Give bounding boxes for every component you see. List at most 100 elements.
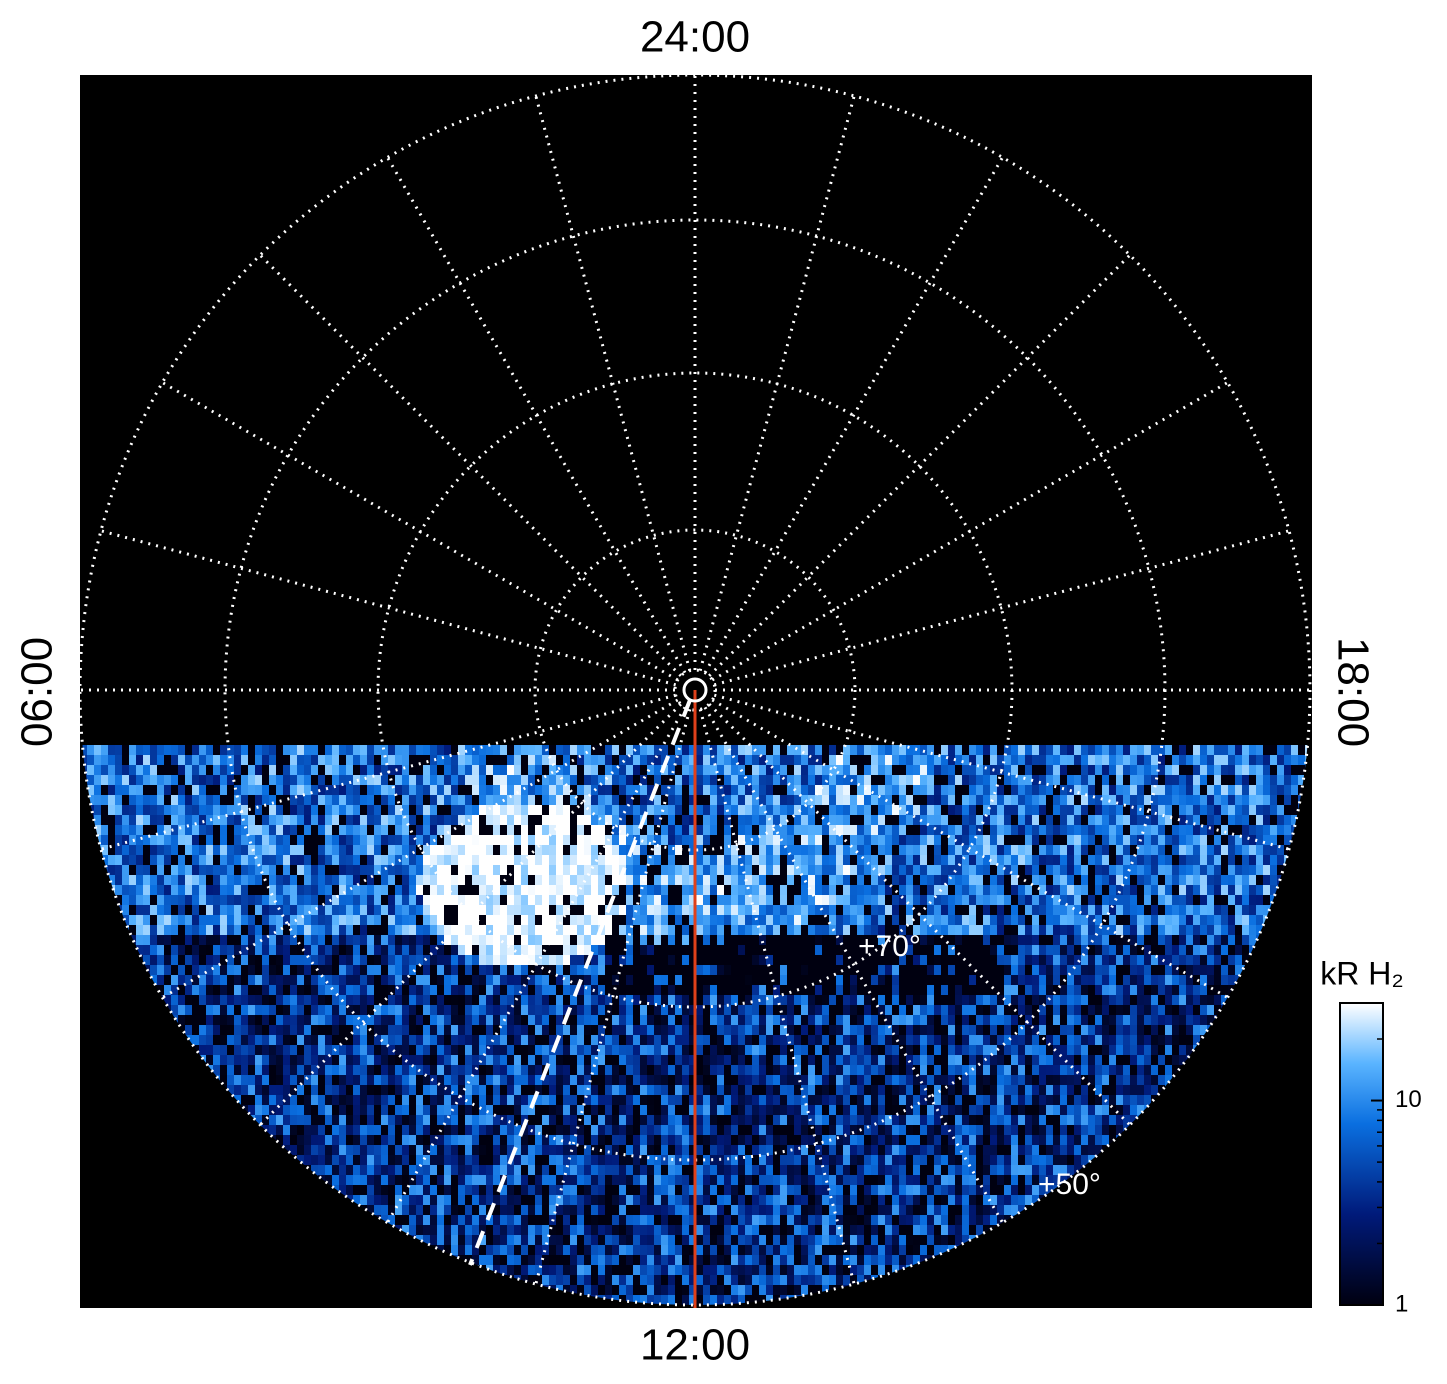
pixel bbox=[297, 975, 304, 985]
pixel bbox=[1200, 925, 1207, 939]
pixel bbox=[1004, 775, 1011, 789]
pixel bbox=[1137, 1035, 1144, 1045]
pixel bbox=[878, 975, 885, 985]
pixel bbox=[731, 895, 738, 909]
pixel bbox=[892, 855, 899, 869]
pixel bbox=[514, 775, 521, 789]
pixel bbox=[962, 795, 969, 809]
pixel bbox=[283, 975, 290, 985]
pixel bbox=[388, 945, 395, 955]
pixel bbox=[185, 905, 192, 919]
pixel bbox=[297, 805, 304, 819]
pixel bbox=[157, 985, 164, 995]
pixel bbox=[976, 795, 983, 809]
pixel bbox=[801, 1035, 808, 1045]
pixel bbox=[969, 915, 976, 929]
pixel bbox=[465, 925, 472, 939]
pixel bbox=[899, 985, 906, 995]
pixel bbox=[710, 895, 717, 909]
pixel bbox=[787, 935, 794, 945]
pixel bbox=[738, 975, 745, 985]
pixel bbox=[731, 875, 738, 889]
pixel bbox=[801, 805, 808, 819]
pixel bbox=[1298, 755, 1305, 769]
pixel bbox=[535, 835, 542, 849]
pixel bbox=[276, 965, 283, 975]
pixel bbox=[241, 835, 248, 849]
pixel bbox=[871, 755, 878, 769]
pixel bbox=[374, 1005, 381, 1015]
pixel bbox=[955, 925, 962, 939]
pixel bbox=[150, 855, 157, 869]
pixel bbox=[1249, 795, 1256, 809]
pixel bbox=[717, 985, 724, 995]
pixel bbox=[108, 785, 115, 799]
pixel bbox=[500, 915, 507, 929]
pixel bbox=[717, 855, 724, 869]
pixel bbox=[1172, 835, 1179, 849]
pixel bbox=[1179, 975, 1186, 985]
pixel bbox=[143, 805, 150, 819]
pixel bbox=[444, 975, 451, 985]
pixel bbox=[871, 975, 878, 985]
pixel bbox=[1242, 795, 1249, 809]
pixel bbox=[395, 755, 402, 769]
pixel bbox=[899, 765, 906, 779]
pixel bbox=[899, 745, 906, 759]
pixel bbox=[794, 1005, 801, 1015]
pixel bbox=[710, 845, 717, 859]
pixel bbox=[682, 785, 689, 799]
pixel bbox=[1144, 765, 1151, 779]
pixel bbox=[227, 815, 234, 829]
pixel bbox=[948, 935, 955, 945]
pixel bbox=[815, 835, 822, 849]
pixel bbox=[262, 985, 269, 995]
pixel bbox=[199, 775, 206, 789]
pixel bbox=[1116, 1015, 1123, 1025]
pixel bbox=[234, 945, 241, 955]
pixel bbox=[766, 785, 773, 799]
pixel bbox=[1207, 745, 1214, 759]
pixel bbox=[1081, 905, 1088, 919]
pixel bbox=[759, 745, 766, 759]
pixel bbox=[640, 955, 647, 965]
pixel bbox=[1200, 875, 1207, 889]
pixel bbox=[297, 925, 304, 939]
pixel bbox=[423, 745, 430, 759]
pixel bbox=[892, 895, 899, 909]
pixel bbox=[234, 795, 241, 809]
pixel bbox=[724, 1015, 731, 1025]
pixel bbox=[234, 765, 241, 779]
pixel bbox=[752, 865, 759, 879]
pixel bbox=[206, 815, 213, 829]
pixel bbox=[1263, 815, 1270, 829]
pixel bbox=[717, 1025, 724, 1035]
pixel bbox=[87, 765, 94, 779]
pixel bbox=[304, 805, 311, 819]
pixel bbox=[801, 865, 808, 879]
pixel bbox=[479, 785, 486, 799]
pixel bbox=[395, 975, 402, 985]
pixel bbox=[255, 785, 262, 799]
pixel bbox=[948, 905, 955, 919]
pixel bbox=[325, 895, 332, 909]
pixel bbox=[1263, 745, 1270, 759]
pixel bbox=[318, 895, 325, 909]
pixel bbox=[1137, 865, 1144, 879]
pixel bbox=[1116, 805, 1123, 819]
pixel bbox=[787, 965, 794, 975]
pixel bbox=[1235, 905, 1242, 919]
pixel bbox=[619, 895, 626, 909]
pixel bbox=[206, 1035, 213, 1045]
pixel bbox=[773, 785, 780, 799]
pixel bbox=[1095, 785, 1102, 799]
pixel bbox=[577, 925, 584, 939]
pixel bbox=[255, 805, 262, 819]
pixel bbox=[1158, 825, 1165, 839]
pixel bbox=[507, 885, 514, 899]
pixel bbox=[227, 1015, 234, 1025]
pixel bbox=[1228, 775, 1235, 789]
pixel bbox=[346, 805, 353, 819]
pixel bbox=[234, 995, 241, 1005]
pixel bbox=[1221, 795, 1228, 809]
